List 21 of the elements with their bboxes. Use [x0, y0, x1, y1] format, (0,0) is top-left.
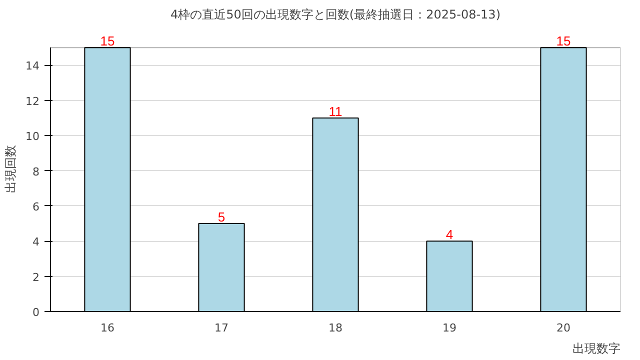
x-tick-label: 17	[214, 322, 228, 334]
data-label: 15	[100, 34, 115, 49]
y-tick-label: 6	[32, 200, 40, 214]
y-tick-label: 0	[32, 306, 40, 319]
x-tick-label: 18	[328, 322, 342, 334]
y-tick-label: 10	[26, 130, 40, 144]
y-tick-label: 2	[32, 270, 40, 284]
y-tick-label: 12	[26, 94, 40, 108]
x-axis-title: 出現数字	[572, 342, 620, 356]
data-label: 4	[446, 227, 454, 242]
y-tick-label: 4	[32, 236, 40, 249]
y-tick-label: 14	[26, 60, 40, 73]
y-tick-label: 8	[32, 165, 40, 178]
x-tick-label: 16	[100, 322, 114, 334]
x-tick-label: 20	[556, 322, 570, 334]
data-label: 15	[556, 34, 571, 49]
y-axis-title: 出現回数	[4, 145, 18, 193]
data-label: 11	[328, 104, 342, 119]
data-label: 5	[218, 210, 226, 225]
x-tick-label: 19	[442, 322, 456, 334]
chart-title: 4枠の直近50回の出現数字と回数(最終抽選日：2025-08-13)	[170, 8, 501, 22]
